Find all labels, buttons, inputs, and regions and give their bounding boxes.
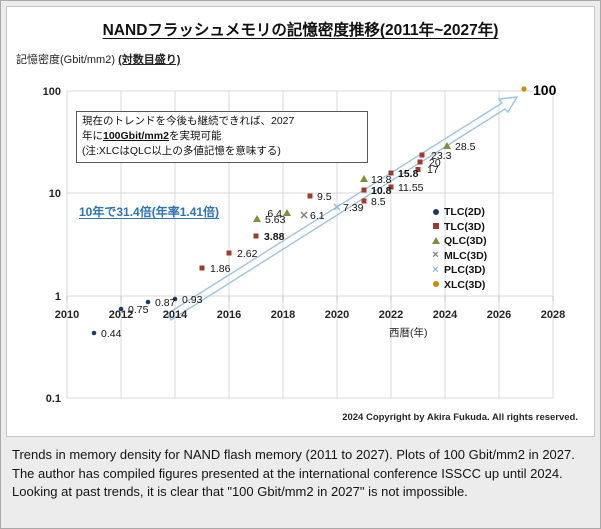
- point-marker-tlc3d: [226, 250, 232, 256]
- point-label: 13.8: [371, 174, 392, 186]
- y-axis-metric: 記憶密度(Gbit/mm2): [16, 54, 115, 66]
- y-tick-label: 0.1: [46, 393, 61, 405]
- point-marker-qlc3d: [283, 209, 291, 216]
- chart-panel: 100 10 1 0.1 2010 2012 2014 2016 2018 20…: [6, 6, 595, 437]
- point-marker-tlc3d: [307, 193, 313, 199]
- x-tick-label: 2014: [163, 309, 188, 321]
- x-tick-label: 2028: [541, 309, 565, 321]
- y-tick-label: 100: [43, 86, 61, 98]
- nand-density-chart: 100 10 1 0.1 2010 2012 2014 2016 2018 20…: [43, 82, 566, 405]
- y-tick-label: 10: [49, 188, 61, 200]
- trend-arrow: [166, 96, 519, 321]
- x-tick-label: 2026: [487, 309, 511, 321]
- x-tick-label: 2020: [325, 309, 349, 321]
- point-marker-qlc3d: [253, 215, 261, 222]
- point-label: 15.8: [398, 168, 419, 180]
- point-label: 6.1: [310, 210, 325, 222]
- x-tick-label: 2012: [109, 309, 133, 321]
- point-marker-tlc2d: [145, 299, 151, 305]
- annotation-highlight: 100Gbit/mm2: [103, 130, 169, 143]
- point-label: 0.44: [101, 328, 122, 340]
- x-tick-label: 2018: [271, 309, 295, 321]
- legend-item: TLC(2D): [431, 206, 487, 218]
- annotation-line2: 年に100Gbit/mm2を実現可能: [82, 130, 222, 143]
- point-marker-tlc3d: [199, 265, 205, 271]
- point-marker-plc3d: [333, 203, 341, 211]
- point-marker-tlc2d: [118, 306, 124, 312]
- chart-title: NANDフラッシュメモリの記憶密度推移(2011年~2027年): [102, 22, 499, 39]
- point-label: 6.4: [267, 208, 282, 220]
- point-marker-tlc3d: [415, 167, 421, 172]
- point-label: 0.93: [182, 294, 203, 306]
- x-tick-label: 2016: [217, 309, 241, 321]
- point-label: 9.5: [317, 191, 332, 203]
- x-marker-icon: [431, 266, 440, 275]
- y-axis-scale-note: (対数目盛り): [118, 54, 181, 66]
- point-label: 5.63: [265, 214, 286, 226]
- point-label: 0.75: [128, 304, 149, 316]
- annotation-line1: 現在のトレンドを今後も継続できれば、2027: [82, 115, 295, 127]
- figure-caption: Trends in memory density for NAND flash …: [12, 447, 575, 500]
- annotation-line3: (注:XLCはQLC以上の多値記憶を意味する): [82, 145, 281, 158]
- legend-item: PLC(3D): [431, 264, 487, 276]
- point-label: 23.3: [431, 150, 452, 162]
- y-axis-title: 記憶密度(Gbit/mm2) (対数目盛り): [16, 51, 180, 67]
- x-axis-title: 西暦(年): [389, 327, 428, 339]
- legend-item-label: TLC(2D): [444, 206, 485, 218]
- legend-item: TLC(3D): [431, 221, 487, 233]
- point-label: 11.55: [398, 182, 424, 194]
- point-marker-tlc3d: [388, 170, 394, 176]
- data-point-labels: 0.44 0.75 0.87 0.93 1.86 2.62 3.88 5.63 …: [101, 82, 557, 340]
- circle-marker-icon: [431, 208, 440, 217]
- annotation-box: 現在のトレンドを今後も継続できれば、2027 年に100Gbit/mm2を実現可…: [76, 111, 368, 163]
- point-marker-xlc3d: [521, 86, 527, 92]
- triangle-marker-icon: [431, 236, 440, 246]
- point-label: 2.62: [237, 248, 258, 260]
- point-label: 7.39: [343, 202, 364, 214]
- endpoint-100-label: 100: [533, 82, 557, 98]
- legend-item-label: PLC(3D): [444, 264, 486, 276]
- chart-legend: TLC(2D) TLC(3D) QLC(3D) MLC(3D) PLC(3D) …: [431, 206, 487, 291]
- legend-item-label: MLC(3D): [444, 249, 488, 262]
- data-point-markers: [91, 86, 527, 336]
- legend-item: XLC(3D): [431, 279, 487, 291]
- point-marker-tlc3d: [388, 184, 394, 190]
- point-marker-tlc2d: [91, 330, 97, 336]
- circle-marker-icon: [431, 280, 440, 289]
- point-marker-tlc2d: [172, 296, 178, 302]
- legend-item-label: XLC(3D): [444, 278, 486, 291]
- legend-item-label: QLC(3D): [444, 235, 487, 247]
- point-label: 8.5: [371, 196, 386, 208]
- point-label: 3.88: [264, 231, 285, 243]
- square-marker-icon: [431, 222, 440, 231]
- point-marker-qlc3d: [443, 142, 451, 149]
- x-axis-ticks: 2010 2012 2014 2016 2018 2020 2022 2024 …: [55, 309, 565, 321]
- legend-item-label: TLC(3D): [444, 220, 485, 233]
- trend-growth-note: 10年で31.4倍(年率1.41倍): [79, 205, 220, 219]
- point-label: 17: [427, 164, 439, 176]
- copyright-notice: 2024 Copyright by Akira Fukuda. All righ…: [342, 412, 578, 423]
- point-marker-tlc3d: [417, 159, 423, 165]
- point-marker-mlc3d: [300, 211, 308, 219]
- point-marker-tlc3d: [361, 198, 367, 204]
- point-label: 10.8: [371, 185, 392, 197]
- point-marker-tlc3d: [361, 187, 367, 193]
- point-label: 20: [429, 157, 441, 169]
- legend-item: MLC(3D): [431, 250, 487, 262]
- x-tick-label: 2024: [433, 309, 458, 321]
- y-tick-label: 1: [55, 291, 61, 303]
- point-label: 28.5: [455, 141, 476, 153]
- point-marker-tlc3d: [419, 152, 425, 158]
- point-marker-qlc3d: [360, 175, 368, 182]
- legend-item: QLC(3D): [431, 235, 487, 247]
- x-tick-label: 2010: [55, 309, 79, 321]
- point-label: 1.86: [210, 263, 231, 275]
- y-axis-ticks: 100 10 1 0.1: [43, 86, 61, 405]
- x-marker-icon: [431, 251, 440, 260]
- point-marker-tlc3d: [253, 233, 259, 239]
- point-label: 0.87: [155, 297, 176, 309]
- x-tick-label: 2022: [379, 309, 403, 321]
